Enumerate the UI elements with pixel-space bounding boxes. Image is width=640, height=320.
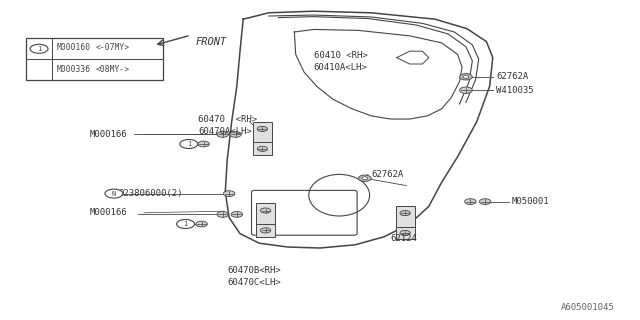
Circle shape	[257, 126, 268, 132]
Circle shape	[180, 140, 198, 148]
Text: <-07MY>: <-07MY>	[96, 43, 130, 52]
Polygon shape	[253, 122, 272, 142]
Circle shape	[105, 189, 123, 198]
Circle shape	[460, 87, 472, 93]
Circle shape	[362, 177, 367, 180]
Circle shape	[30, 44, 48, 53]
Text: FRONT: FRONT	[195, 36, 227, 47]
Circle shape	[223, 191, 235, 196]
Text: 60410 <RH>: 60410 <RH>	[314, 52, 367, 60]
Text: M000336: M000336	[56, 65, 90, 74]
Text: M000166: M000166	[90, 208, 127, 217]
Circle shape	[400, 211, 410, 216]
Circle shape	[177, 220, 195, 228]
Text: 60410A<LH>: 60410A<LH>	[314, 63, 367, 72]
Circle shape	[217, 132, 228, 137]
Polygon shape	[256, 203, 275, 224]
Text: M000166: M000166	[90, 130, 127, 139]
Text: 60470B<RH>: 60470B<RH>	[227, 266, 281, 275]
Text: M050001: M050001	[512, 197, 550, 206]
Circle shape	[260, 208, 271, 213]
Text: 62762A: 62762A	[496, 72, 528, 81]
Circle shape	[465, 199, 476, 204]
Text: M000160: M000160	[56, 43, 90, 52]
Text: <08MY->: <08MY->	[96, 65, 130, 74]
Text: 62124: 62124	[390, 234, 417, 243]
Circle shape	[196, 221, 207, 227]
Polygon shape	[396, 227, 415, 239]
Circle shape	[400, 230, 410, 236]
Circle shape	[260, 228, 271, 233]
Text: 60470A<LH>: 60470A<LH>	[198, 127, 252, 136]
Text: 60470C<LH>: 60470C<LH>	[227, 278, 281, 287]
Circle shape	[198, 141, 209, 147]
Circle shape	[230, 132, 241, 137]
Text: 60470  <RH>: 60470 <RH>	[198, 116, 257, 124]
Polygon shape	[396, 206, 415, 227]
Circle shape	[479, 199, 491, 204]
Circle shape	[463, 76, 468, 78]
Circle shape	[358, 175, 371, 181]
Text: 1: 1	[184, 221, 188, 227]
Circle shape	[460, 74, 472, 80]
Text: 1: 1	[187, 141, 191, 147]
Text: 1: 1	[37, 46, 41, 52]
Polygon shape	[253, 142, 272, 155]
Circle shape	[231, 212, 243, 217]
Bar	[26, 38, 163, 80]
Text: N: N	[112, 191, 116, 196]
Text: 023806000(2): 023806000(2)	[118, 189, 183, 198]
Circle shape	[217, 212, 228, 217]
Polygon shape	[256, 224, 275, 237]
Text: W410035: W410035	[496, 86, 534, 95]
Text: A605001045: A605001045	[561, 303, 614, 312]
Text: 62762A: 62762A	[371, 170, 403, 179]
Circle shape	[257, 146, 268, 151]
